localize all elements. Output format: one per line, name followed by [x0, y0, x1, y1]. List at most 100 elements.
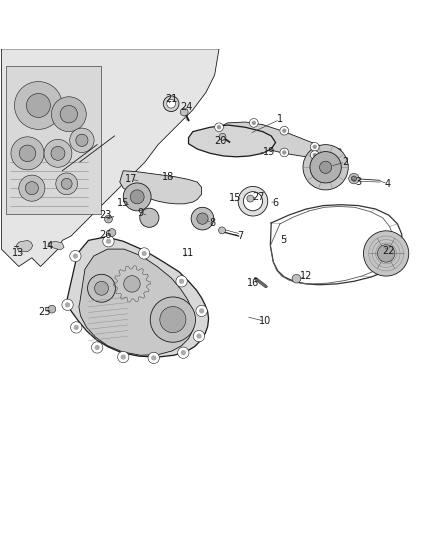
Circle shape [11, 137, 44, 170]
Circle shape [65, 302, 70, 308]
Circle shape [311, 151, 319, 159]
Circle shape [191, 207, 214, 230]
Circle shape [280, 126, 289, 135]
Circle shape [76, 134, 88, 147]
Circle shape [310, 151, 341, 183]
Circle shape [14, 82, 62, 130]
Circle shape [95, 345, 100, 350]
Text: 25: 25 [38, 307, 50, 317]
Polygon shape [1, 49, 219, 266]
Circle shape [180, 108, 188, 116]
Polygon shape [16, 240, 33, 252]
Circle shape [167, 99, 176, 108]
Circle shape [349, 173, 359, 184]
Circle shape [280, 148, 289, 157]
Circle shape [92, 342, 103, 353]
Circle shape [117, 351, 129, 362]
Circle shape [313, 153, 317, 157]
Circle shape [282, 128, 286, 133]
Polygon shape [201, 122, 341, 158]
Text: 22: 22 [382, 246, 395, 256]
Text: 18: 18 [162, 172, 174, 182]
Circle shape [108, 229, 116, 237]
Circle shape [120, 354, 126, 360]
FancyBboxPatch shape [6, 66, 102, 214]
Circle shape [196, 305, 207, 317]
Text: 15: 15 [229, 193, 241, 203]
Circle shape [88, 274, 116, 302]
Circle shape [124, 276, 140, 292]
Circle shape [138, 248, 150, 259]
Circle shape [378, 245, 395, 262]
Circle shape [73, 254, 78, 259]
Circle shape [70, 251, 81, 262]
Circle shape [19, 145, 36, 161]
Circle shape [44, 140, 72, 167]
Circle shape [311, 142, 319, 151]
Circle shape [56, 173, 78, 195]
Circle shape [51, 97, 86, 132]
Circle shape [105, 215, 113, 223]
Text: 7: 7 [237, 231, 243, 241]
Circle shape [148, 352, 159, 364]
Text: 5: 5 [280, 236, 286, 245]
Text: 4: 4 [385, 179, 391, 189]
Circle shape [219, 133, 226, 140]
Circle shape [160, 306, 186, 333]
Circle shape [303, 144, 348, 190]
Circle shape [61, 179, 72, 189]
Circle shape [179, 279, 184, 284]
Circle shape [197, 213, 208, 224]
Text: 12: 12 [300, 271, 312, 281]
Circle shape [247, 195, 254, 202]
Text: 16: 16 [247, 278, 259, 288]
Circle shape [74, 325, 79, 330]
Circle shape [219, 227, 226, 234]
Circle shape [199, 308, 204, 313]
Circle shape [150, 297, 195, 342]
Circle shape [196, 334, 201, 339]
Polygon shape [79, 249, 194, 356]
Polygon shape [188, 125, 276, 157]
Text: 17: 17 [125, 174, 137, 184]
Circle shape [19, 175, 45, 201]
Circle shape [292, 274, 301, 283]
Text: 10: 10 [259, 317, 271, 326]
Circle shape [71, 322, 82, 333]
Text: 13: 13 [12, 248, 24, 259]
Circle shape [282, 150, 286, 155]
Circle shape [351, 176, 357, 181]
Circle shape [70, 128, 94, 152]
Text: 20: 20 [215, 136, 227, 146]
Circle shape [193, 330, 205, 342]
Circle shape [364, 231, 409, 276]
Circle shape [130, 190, 144, 204]
Circle shape [25, 182, 39, 195]
Text: 19: 19 [263, 148, 276, 157]
Circle shape [217, 125, 221, 130]
Text: 2: 2 [342, 157, 348, 167]
Circle shape [140, 208, 159, 228]
Circle shape [51, 147, 65, 160]
Text: 11: 11 [182, 247, 194, 257]
Circle shape [48, 305, 56, 313]
Text: 1: 1 [277, 115, 283, 124]
Circle shape [176, 276, 187, 287]
Circle shape [181, 350, 186, 356]
Circle shape [244, 192, 262, 211]
Polygon shape [67, 237, 208, 357]
Text: 15: 15 [117, 198, 130, 208]
Text: 8: 8 [209, 218, 215, 228]
Circle shape [103, 236, 114, 247]
Circle shape [141, 251, 147, 256]
Text: 24: 24 [180, 102, 193, 112]
Circle shape [151, 356, 156, 360]
Text: 3: 3 [355, 177, 361, 187]
Circle shape [320, 161, 332, 173]
Text: 26: 26 [100, 230, 112, 240]
Circle shape [123, 183, 151, 211]
Text: 23: 23 [99, 210, 111, 220]
Text: 9: 9 [138, 208, 144, 219]
Circle shape [26, 93, 50, 117]
Circle shape [106, 239, 111, 244]
